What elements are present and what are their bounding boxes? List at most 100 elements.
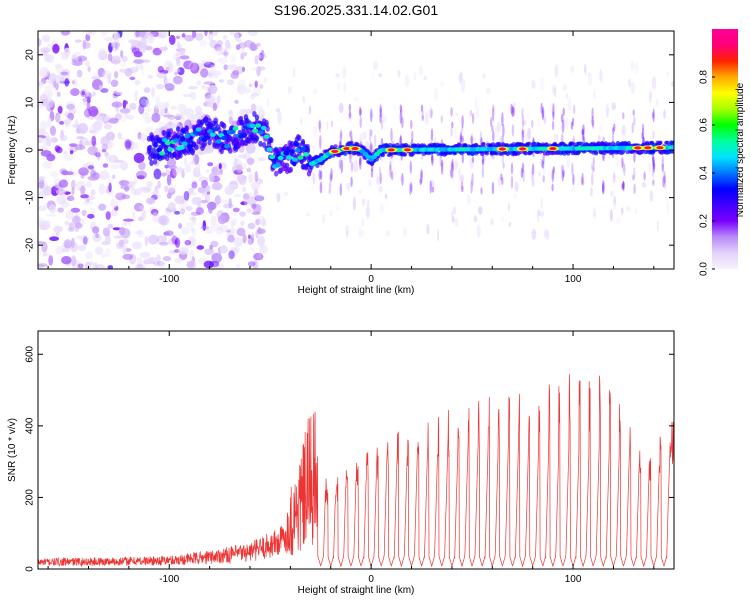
heatmap-cell — [340, 159, 343, 174]
heatmap-cell — [501, 153, 504, 164]
heatmap-cell — [357, 226, 363, 239]
heatmap-cell — [563, 117, 566, 130]
heatmap-cell — [55, 188, 66, 196]
heatmap-cell — [87, 195, 95, 201]
heatmap-cell — [249, 123, 256, 128]
heatmap-cell — [613, 172, 616, 184]
heatmap-cell — [44, 54, 55, 64]
heatmap-cell — [359, 133, 363, 147]
heatmap-cell — [233, 32, 240, 40]
colorbar-label: Normalized spectral amplitude — [735, 82, 746, 217]
heatmap-cell — [288, 166, 293, 173]
heatmap-cell — [38, 137, 43, 144]
heatmap-cell — [152, 261, 164, 267]
heatmap-cell — [476, 224, 481, 238]
heatmap-cell — [292, 67, 296, 79]
heatmap-cell — [76, 69, 83, 78]
heatmap-cell — [201, 61, 211, 65]
heatmap-cell — [108, 182, 112, 193]
heatmap-cell — [136, 175, 145, 180]
heatmap-cell — [634, 146, 642, 150]
heatmap-cell — [621, 207, 624, 214]
heatmap-cell — [338, 102, 344, 114]
heatmap-cell — [167, 115, 177, 120]
heatmap-cell — [207, 203, 213, 214]
heatmap-cell — [90, 208, 95, 214]
heatmap-cell — [107, 223, 114, 229]
heatmap-cell — [217, 57, 228, 64]
heatmap-cell — [247, 261, 256, 267]
heatmap-cell — [379, 107, 382, 118]
heatmap-cell — [85, 161, 95, 170]
heatmap-cell — [242, 193, 250, 201]
heatmap-cell — [63, 119, 71, 125]
heatmap-cell — [158, 33, 166, 39]
heatmap-cell — [69, 149, 74, 155]
heatmap-cell — [531, 163, 535, 176]
heatmap-cell — [101, 148, 107, 153]
heatmap-cell — [104, 152, 109, 157]
heatmap-cell — [572, 173, 575, 186]
heatmap-cell — [110, 154, 115, 164]
heatmap-cell — [460, 180, 464, 190]
heatmap-cell — [61, 256, 72, 265]
heatmap-cell — [55, 112, 61, 123]
heatmap-cell — [228, 109, 233, 116]
heatmap-cell — [470, 135, 473, 144]
heatmap-cell — [613, 195, 616, 205]
heatmap-cell — [102, 227, 111, 237]
heatmap-cell — [40, 150, 52, 157]
heatmap-cell — [252, 128, 259, 133]
heatmap-cell — [38, 263, 45, 268]
heatmap-cell — [274, 170, 279, 177]
heatmap-cell — [328, 181, 332, 190]
heatmap-cell — [560, 114, 564, 122]
heatmap-cell — [269, 137, 274, 144]
heatmap-cell — [242, 186, 247, 193]
heatmap-cell — [94, 246, 104, 256]
heatmap-cell — [199, 40, 208, 47]
heatmap-cell — [348, 103, 351, 112]
heatmap-cell — [641, 123, 645, 132]
heatmap-cell — [55, 64, 64, 74]
heatmap-cell — [152, 158, 158, 165]
heatmap-cell — [494, 125, 500, 138]
heatmap-cell — [181, 33, 186, 38]
heatmap-cell — [551, 169, 554, 182]
heatmap-cell — [47, 117, 52, 128]
heatmap-cell — [501, 176, 504, 186]
heatmap-cell — [590, 186, 593, 197]
heatmap-cell — [147, 74, 154, 79]
heatmap-cell — [232, 126, 239, 131]
heatmap-cell — [144, 235, 149, 247]
heatmap-cell — [146, 33, 155, 44]
heatmap-cell — [136, 31, 146, 38]
heatmap-cell — [211, 182, 223, 191]
heatmap-cell — [195, 207, 205, 215]
snr-frame — [37, 330, 675, 570]
heatmap-cell — [115, 113, 122, 121]
heatmap-cell — [188, 236, 197, 247]
y-tick-label: 200 — [25, 489, 36, 506]
heatmap-cell — [663, 109, 666, 120]
heatmap-cell — [315, 164, 320, 168]
heatmap-cell — [402, 152, 407, 157]
heatmap-cell — [552, 165, 555, 175]
heatmap-cell — [522, 127, 526, 138]
heatmap-cell — [599, 69, 603, 83]
heatmap-cell — [61, 199, 68, 210]
colorbar-tick-label: 0.2 — [699, 214, 710, 228]
heatmap-cell — [347, 150, 353, 155]
heatmap-cell — [370, 109, 375, 120]
heatmap-x-label: Height of straight line (km) — [298, 285, 415, 296]
heatmap-cell — [233, 217, 237, 226]
heatmap-cell — [461, 185, 464, 193]
heatmap-cell — [82, 101, 87, 106]
colorbar: 0.0 0.2 0.4 0.6 0.8 Normalized spectral ampl… — [699, 29, 746, 276]
heatmap-cell — [49, 236, 60, 242]
heatmap-cell — [480, 152, 485, 157]
heatmap-cell — [203, 81, 215, 85]
heatmap-cell — [65, 171, 74, 176]
heatmap-cell — [451, 158, 454, 173]
